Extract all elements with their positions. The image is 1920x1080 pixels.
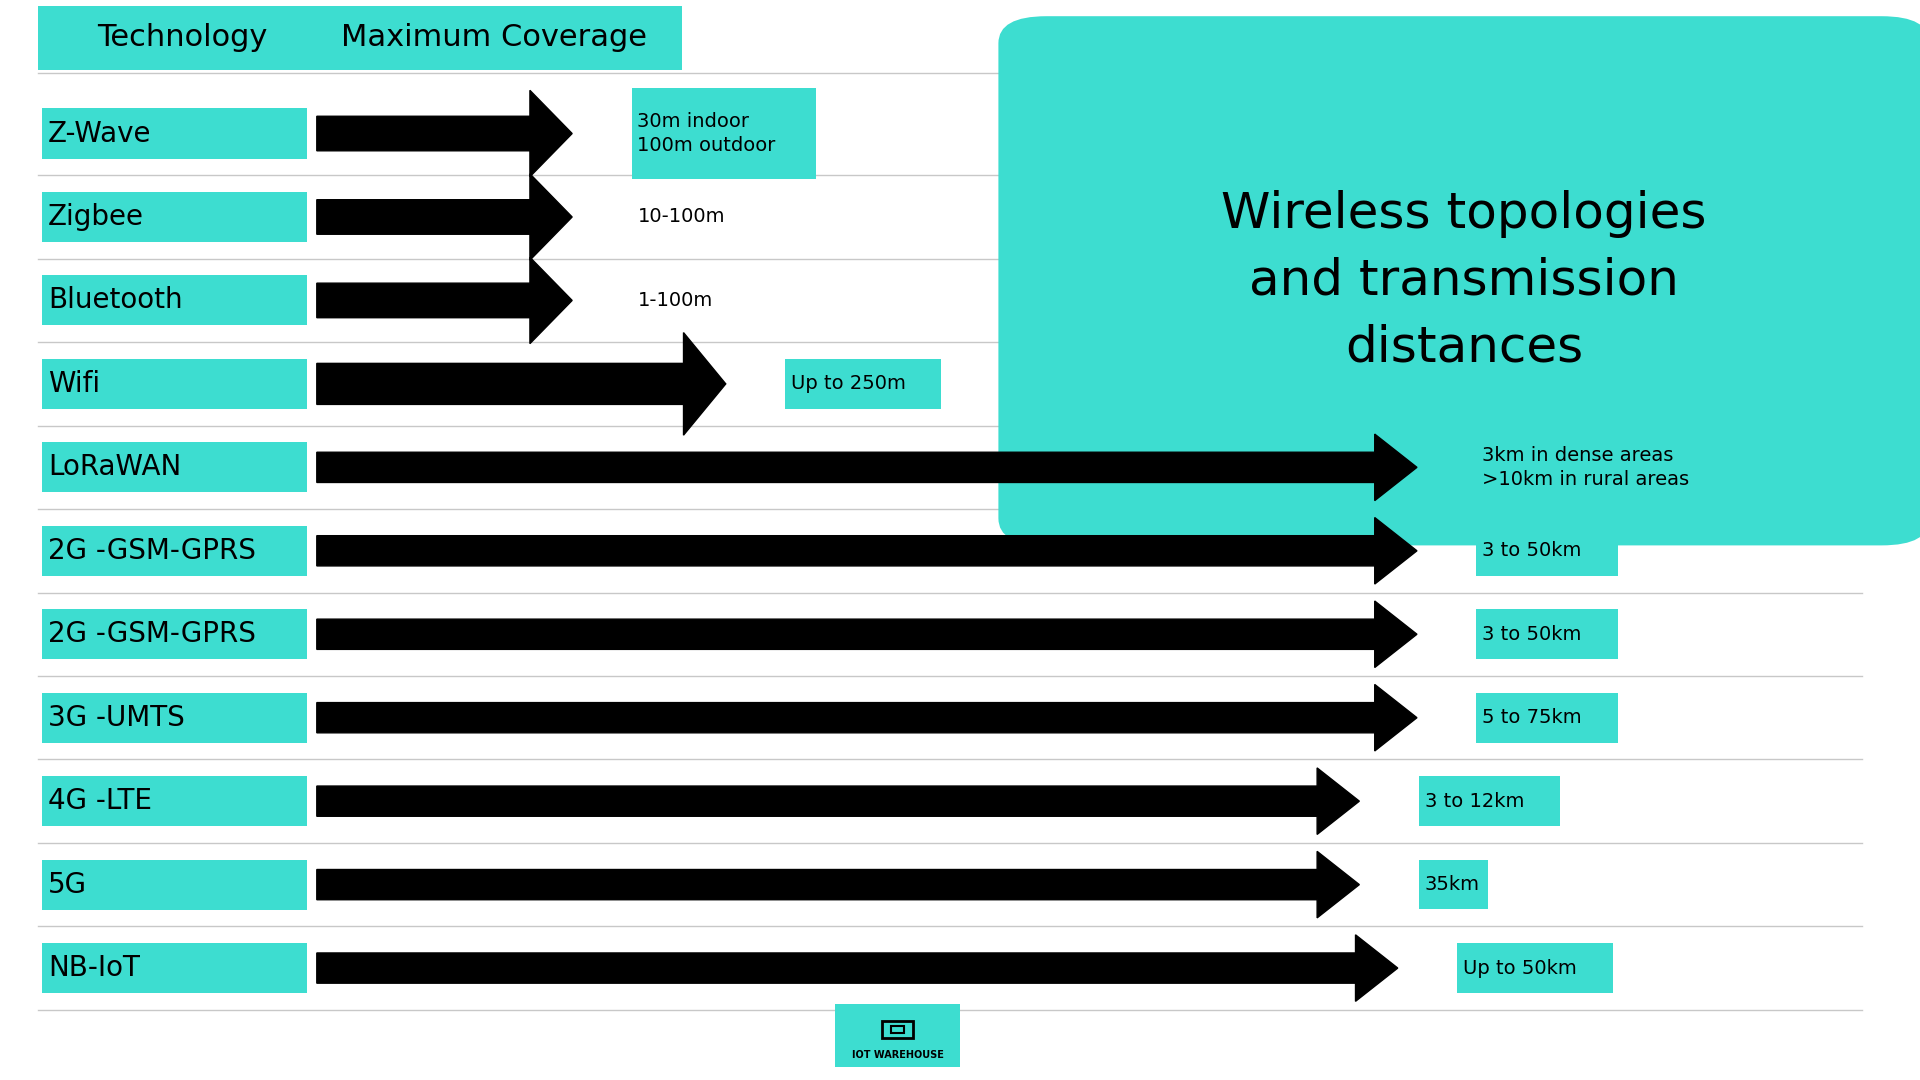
- FancyBboxPatch shape: [307, 6, 682, 69]
- Text: Up to 50km: Up to 50km: [1463, 959, 1576, 977]
- Text: 1-100m: 1-100m: [637, 291, 712, 310]
- FancyBboxPatch shape: [632, 89, 816, 179]
- FancyBboxPatch shape: [42, 692, 307, 743]
- FancyBboxPatch shape: [1476, 693, 1617, 743]
- Text: LoRaWAN: LoRaWAN: [48, 454, 180, 482]
- FancyBboxPatch shape: [42, 609, 307, 659]
- FancyArrow shape: [317, 851, 1359, 918]
- Text: 10-100m: 10-100m: [637, 207, 726, 227]
- Text: Wifi: Wifi: [48, 369, 100, 397]
- Text: Maximum Coverage: Maximum Coverage: [342, 24, 647, 52]
- FancyBboxPatch shape: [998, 16, 1920, 545]
- Text: 2G -GSM-GPRS: 2G -GSM-GPRS: [48, 620, 255, 648]
- Text: 35km: 35km: [1425, 875, 1480, 894]
- FancyBboxPatch shape: [42, 108, 307, 159]
- FancyArrow shape: [317, 935, 1398, 1001]
- FancyBboxPatch shape: [891, 1026, 904, 1034]
- Text: Bluetooth: Bluetooth: [48, 286, 182, 314]
- Text: Up to 250m: Up to 250m: [791, 375, 906, 393]
- FancyArrow shape: [317, 768, 1359, 835]
- FancyArrow shape: [317, 91, 572, 177]
- FancyArrow shape: [317, 600, 1417, 667]
- FancyBboxPatch shape: [835, 1004, 960, 1067]
- FancyBboxPatch shape: [1476, 526, 1617, 576]
- Text: Z-Wave: Z-Wave: [48, 120, 152, 148]
- Text: 3 to 12km: 3 to 12km: [1425, 792, 1524, 811]
- Text: 3 to 50km: 3 to 50km: [1482, 541, 1582, 561]
- FancyBboxPatch shape: [1419, 860, 1488, 909]
- Text: 3G -UMTS: 3G -UMTS: [48, 704, 184, 732]
- Text: 4G -LTE: 4G -LTE: [48, 787, 152, 815]
- FancyArrow shape: [317, 333, 726, 435]
- Text: 2G -GSM-GPRS: 2G -GSM-GPRS: [48, 537, 255, 565]
- FancyBboxPatch shape: [785, 359, 941, 408]
- Text: 3 to 50km: 3 to 50km: [1482, 624, 1582, 644]
- FancyBboxPatch shape: [1419, 777, 1559, 826]
- Text: 5G: 5G: [48, 870, 86, 899]
- FancyBboxPatch shape: [883, 1021, 914, 1038]
- FancyArrow shape: [317, 517, 1417, 584]
- FancyBboxPatch shape: [42, 275, 307, 325]
- FancyArrow shape: [317, 174, 572, 260]
- FancyBboxPatch shape: [42, 359, 307, 409]
- FancyBboxPatch shape: [38, 6, 326, 69]
- FancyArrow shape: [317, 434, 1417, 501]
- Text: 5 to 75km: 5 to 75km: [1482, 708, 1582, 727]
- Text: IOT WAREHOUSE: IOT WAREHOUSE: [852, 1050, 943, 1059]
- Text: Zigbee: Zigbee: [48, 203, 144, 231]
- FancyBboxPatch shape: [42, 526, 307, 576]
- Text: Technology: Technology: [98, 24, 267, 52]
- Text: 30m indoor
100m outdoor: 30m indoor 100m outdoor: [637, 112, 776, 154]
- FancyArrow shape: [317, 257, 572, 343]
- Text: 3km in dense areas
>10km in rural areas: 3km in dense areas >10km in rural areas: [1482, 446, 1690, 488]
- FancyBboxPatch shape: [42, 777, 307, 826]
- FancyArrow shape: [317, 685, 1417, 751]
- FancyBboxPatch shape: [42, 860, 307, 909]
- Text: Wireless topologies
and transmission
distances: Wireless topologies and transmission dis…: [1221, 190, 1707, 372]
- FancyBboxPatch shape: [42, 943, 307, 994]
- FancyBboxPatch shape: [1457, 943, 1613, 993]
- FancyBboxPatch shape: [1476, 609, 1617, 659]
- Text: NB-IoT: NB-IoT: [48, 954, 140, 982]
- FancyBboxPatch shape: [42, 443, 307, 492]
- FancyBboxPatch shape: [42, 192, 307, 242]
